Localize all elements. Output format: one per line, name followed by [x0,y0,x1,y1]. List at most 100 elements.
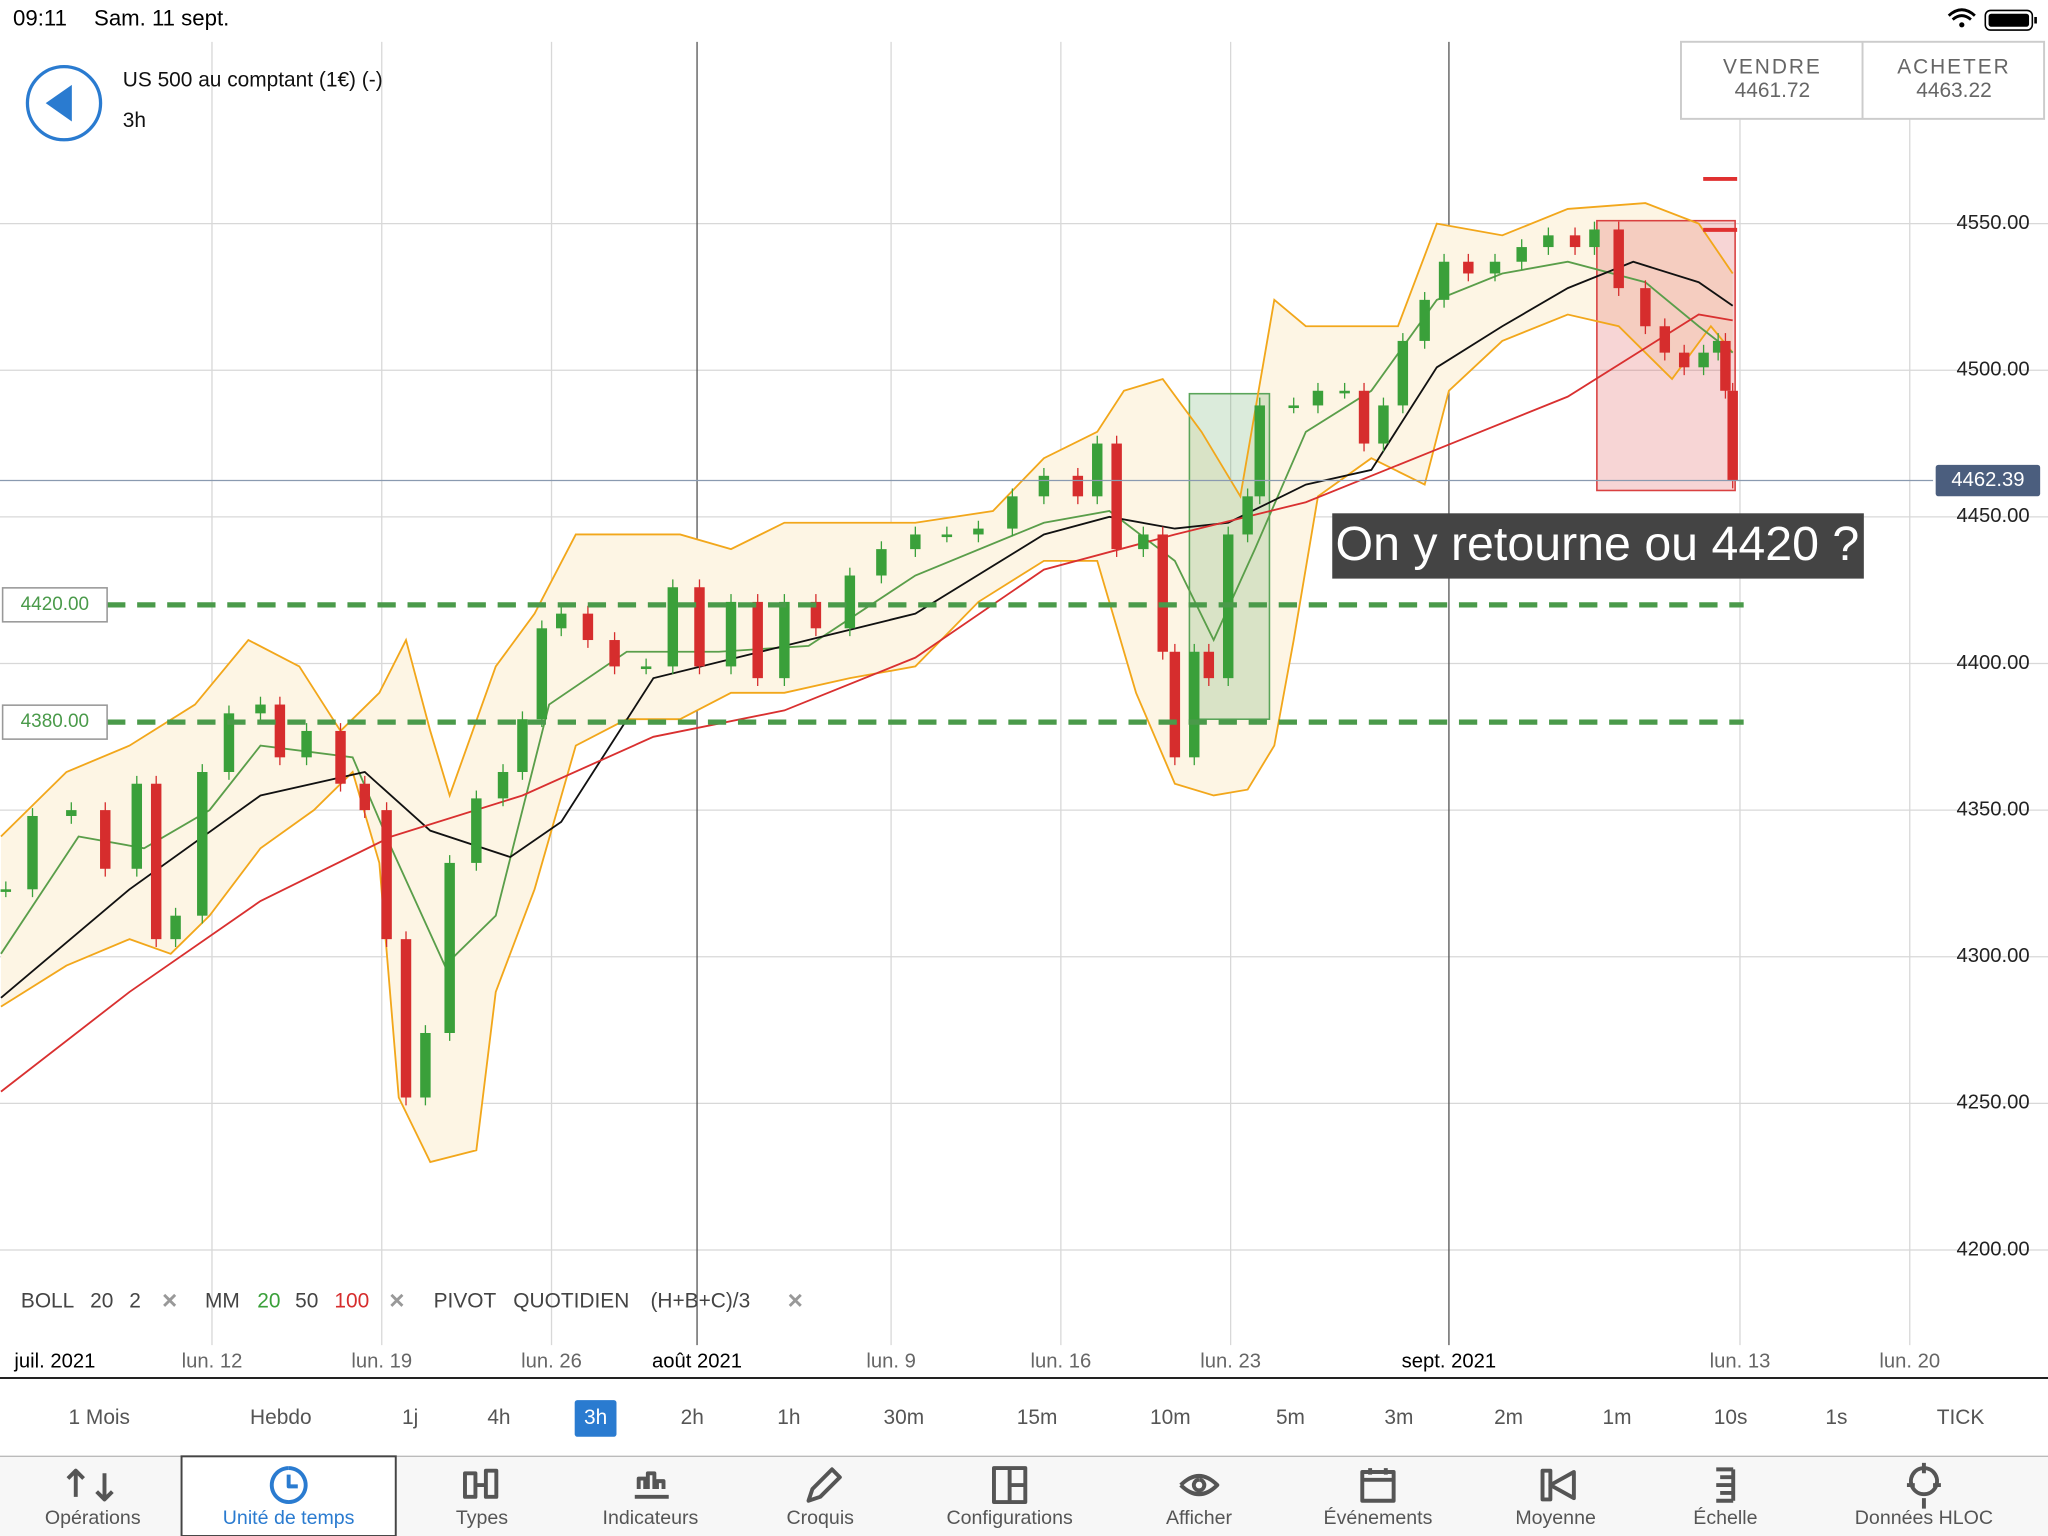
last-price-label: 4462.39 [1951,469,2024,491]
annotation-text: On y retourne ou 4420 ? [1336,517,1860,571]
remove-indicator[interactable]: × [788,1285,803,1315]
candle [1543,235,1554,248]
y-tick-label: 4350.00 [1957,798,2030,820]
candle [609,640,620,667]
buy-price: 4463.22 [1916,79,1991,102]
candle [131,783,143,869]
timeframe-option[interactable]: TICK [1937,1406,1985,1429]
timeframe-option[interactable]: 2m [1494,1406,1523,1429]
tab-button[interactable]: Moyenne [1515,1468,1596,1529]
timeframe-option[interactable]: 4h [487,1406,510,1429]
indicator-line [0,313,1733,1093]
timeframe-option[interactable]: 2h [681,1406,704,1429]
timeframe-option[interactable]: 1j [402,1406,418,1429]
buy-button[interactable]: ACHETER 4463.22 [1897,55,2010,102]
candle [941,534,953,538]
timeframe-option[interactable]: 3m [1384,1406,1413,1429]
tab-icon [634,1471,669,1499]
candle [471,798,482,863]
candle [779,601,790,679]
candle [844,575,856,629]
tab-button[interactable]: Configurations [947,1466,1073,1529]
candle [1358,390,1370,444]
status-date: Sam. 11 sept. [94,5,229,30]
last-price-box [1935,464,2041,497]
x-tick-bg [2,1349,108,1376]
tab-icon [1179,1473,1220,1497]
sell-label: VENDRE [1723,55,1822,78]
candle [1613,229,1624,289]
indicator-item: 50 [295,1290,318,1313]
candle [170,915,181,940]
y-tick-label: 4450.00 [1957,505,2030,527]
tab-button[interactable]: Unité de temps [180,1455,397,1536]
tab-button[interactable]: Opérations [45,1468,141,1529]
tab-label: Données HLOC [1855,1507,1993,1529]
candle [1111,443,1122,550]
tab-label: Événements [1324,1506,1433,1529]
tab-icon [1540,1468,1576,1502]
x-tick-label: lun. 9 [866,1351,916,1373]
x-tick-label: lun. 12 [182,1351,243,1373]
candle [1288,405,1299,409]
timeframe-option[interactable]: 3h [584,1406,607,1429]
zone-rect [1596,219,1736,492]
tab-label: Unité de temps [223,1507,355,1529]
tab-button[interactable]: Types [456,1468,508,1529]
candle [876,549,887,576]
candle [810,601,822,629]
level-label-box [1,587,108,623]
timeframe-option[interactable]: 1m [1602,1406,1631,1429]
indicator-item: BOLL [21,1290,74,1313]
candle [301,730,312,758]
tab-icon [1906,1462,1941,1509]
tab-label: Types [456,1507,508,1529]
candle [752,601,763,679]
timeframe-option[interactable]: 30m [884,1406,925,1429]
plot-area [0,41,2048,1346]
timeframe-option[interactable]: 10m [1150,1406,1191,1429]
tab-icon [1716,1467,1736,1503]
candle [1720,340,1731,391]
tab-button[interactable]: Indicateurs [603,1471,699,1529]
header-timeframe: 3h [123,109,146,132]
candle [1438,261,1450,300]
candle [335,730,346,784]
tab-button[interactable]: Afficher [1166,1473,1233,1529]
tab-icon [991,1466,1028,1504]
remove-indicator[interactable]: × [162,1285,177,1315]
timeframe-option[interactable]: 15m [1017,1406,1058,1429]
timeframe-option[interactable]: 1h [777,1406,800,1429]
candle [444,862,455,1033]
timeframe-option[interactable]: 5m [1276,1406,1305,1429]
candle [255,704,266,714]
remove-indicator[interactable]: × [389,1285,404,1315]
tab-button[interactable]: Données HLOC [1855,1462,1993,1529]
candle [400,939,412,1098]
sell-button[interactable]: VENDRE 4461.72 [1723,55,1822,102]
candle [1339,390,1350,394]
tab-button[interactable]: Événements [1324,1468,1433,1529]
candle [1007,496,1018,529]
tab-button[interactable]: Échelle [1693,1467,1758,1529]
candle [197,771,208,916]
x-tick-bg [1396,1349,1502,1376]
candle [223,713,235,772]
back-button[interactable] [25,64,103,142]
buy-label: ACHETER [1897,55,2010,78]
timeframe-option[interactable]: 1s [1825,1406,1847,1429]
candle [359,783,371,811]
candle [497,771,509,799]
candle [1640,288,1651,327]
status-icons [1947,8,2037,31]
indicator-item: 2 [129,1290,141,1313]
timeframe-option[interactable]: Hebdo [250,1406,312,1429]
timeframe-option[interactable]: 10s [1714,1406,1748,1429]
candle [1727,390,1738,481]
candle [0,889,12,892]
candle [1419,299,1430,341]
candle [1138,534,1149,550]
tab-button[interactable]: Croquis [787,1467,855,1529]
candle [150,783,162,940]
timeframe-option[interactable]: 1 Mois [69,1406,130,1429]
